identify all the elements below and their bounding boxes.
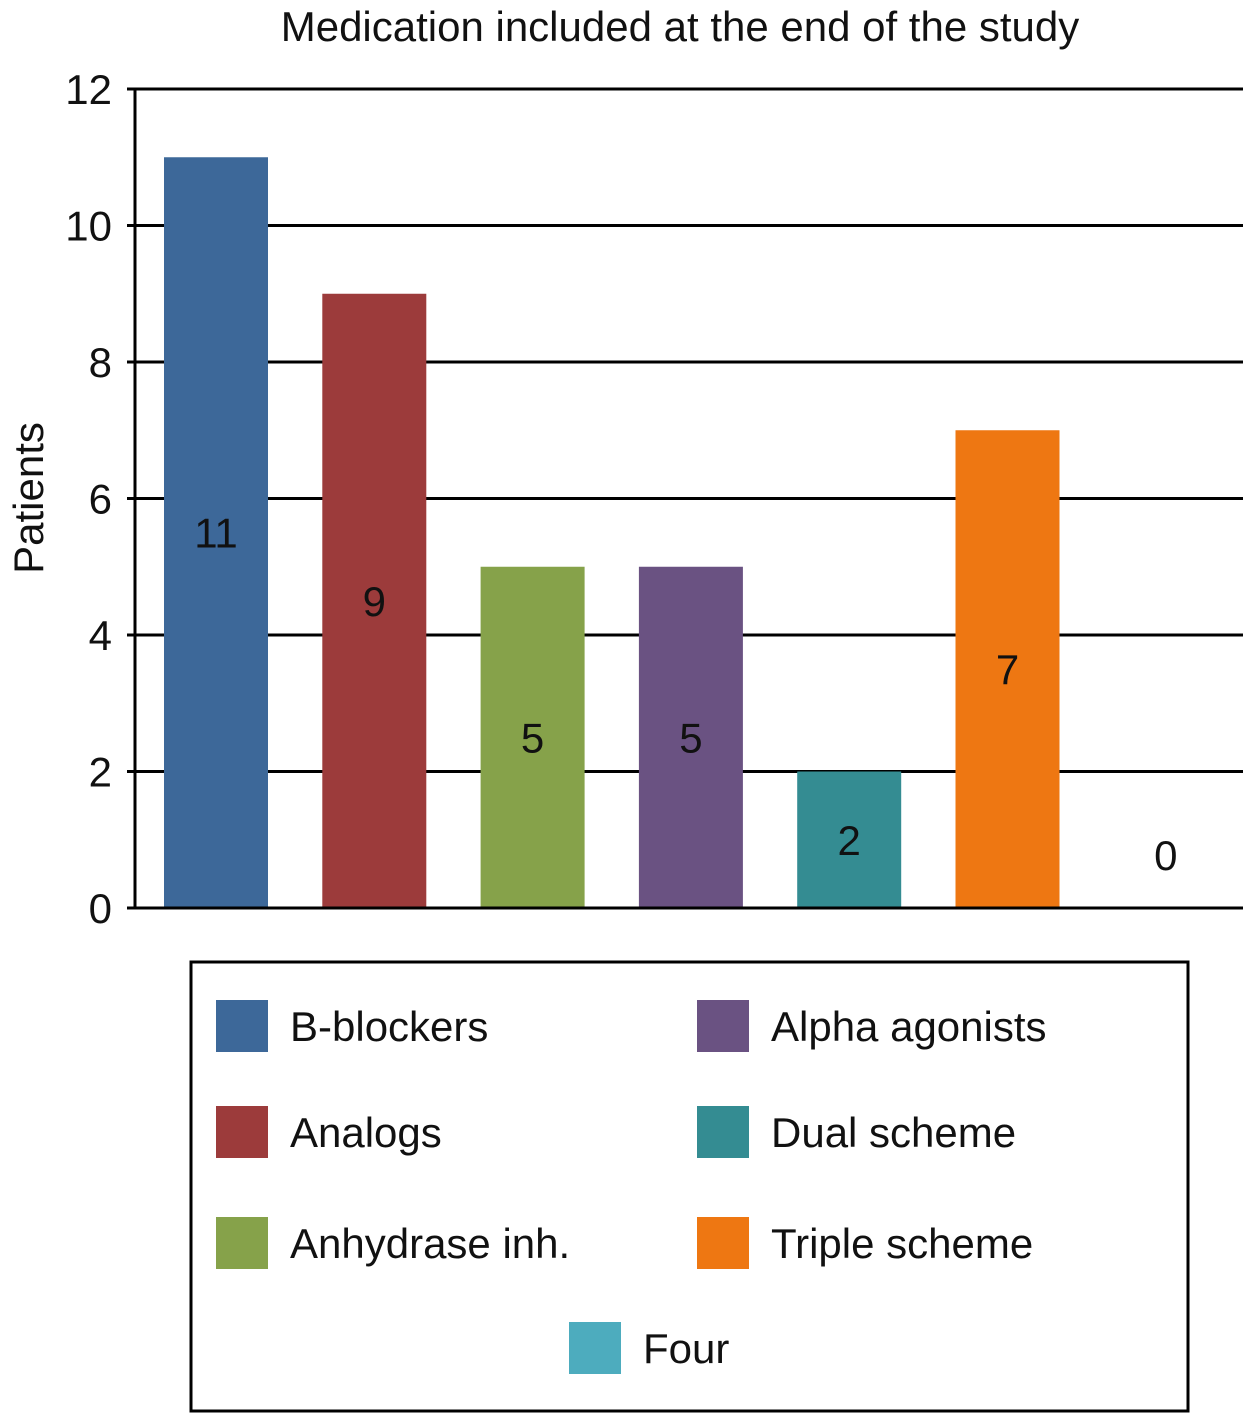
bar-5 (955, 430, 1060, 908)
legend: B-blockers Analogs Anhydrase inh. Alpha ago… (189, 960, 1190, 1413)
legend-swatch-6 (569, 1322, 621, 1374)
legend-swatch-1 (216, 1106, 268, 1158)
legend-swatch-2 (216, 1217, 268, 1269)
legend-label-0: B-blockers (290, 1003, 488, 1050)
y-tick-label-0: 0 (89, 885, 112, 932)
legend-label-1: Analogs (290, 1109, 442, 1156)
bar-value-label-1: 9 (363, 578, 386, 625)
legend-swatch-5 (697, 1217, 749, 1269)
bar-4 (797, 771, 902, 908)
bar-value-label-5: 7 (996, 646, 1019, 693)
y-tick-label-4: 4 (89, 612, 112, 659)
bar-value-label-2: 5 (521, 714, 544, 761)
legend-label-3: Alpha agonists (771, 1003, 1047, 1050)
bar-value-label-6: 0 (1154, 832, 1177, 879)
y-axis-ticks: 0 2 4 6 8 10 12 (65, 66, 135, 932)
legend-label-2: Anhydrase inh. (290, 1220, 570, 1267)
y-tick-label-8: 8 (89, 339, 112, 386)
bar-0 (164, 157, 268, 908)
chart-title: Medication included at the end of the st… (281, 3, 1080, 50)
bar-value-label-3: 5 (679, 714, 702, 761)
bar-value-label-4: 2 (838, 817, 861, 864)
legend-label-4: Dual scheme (771, 1109, 1016, 1156)
bars: 11 9 5 5 2 7 0 (164, 157, 1177, 908)
legend-label-6: Four (643, 1325, 729, 1372)
y-tick-label-10: 10 (65, 203, 112, 250)
y-tick-label-12: 12 (65, 66, 112, 113)
legend-label-5: Triple scheme (771, 1220, 1033, 1267)
axes (127, 89, 1243, 910)
y-tick-label-6: 6 (89, 476, 112, 523)
legend-swatch-3 (697, 1000, 749, 1052)
bar-1 (322, 293, 427, 908)
bar-3 (638, 566, 743, 908)
legend-swatch-4 (697, 1106, 749, 1158)
legend-box (189, 960, 1190, 1413)
y-tick-label-2: 2 (89, 749, 112, 796)
bar-2 (480, 566, 585, 908)
legend-swatch-0 (216, 1000, 268, 1052)
bar-value-label-0: 11 (194, 510, 238, 557)
y-axis-label: Patients (5, 422, 52, 574)
